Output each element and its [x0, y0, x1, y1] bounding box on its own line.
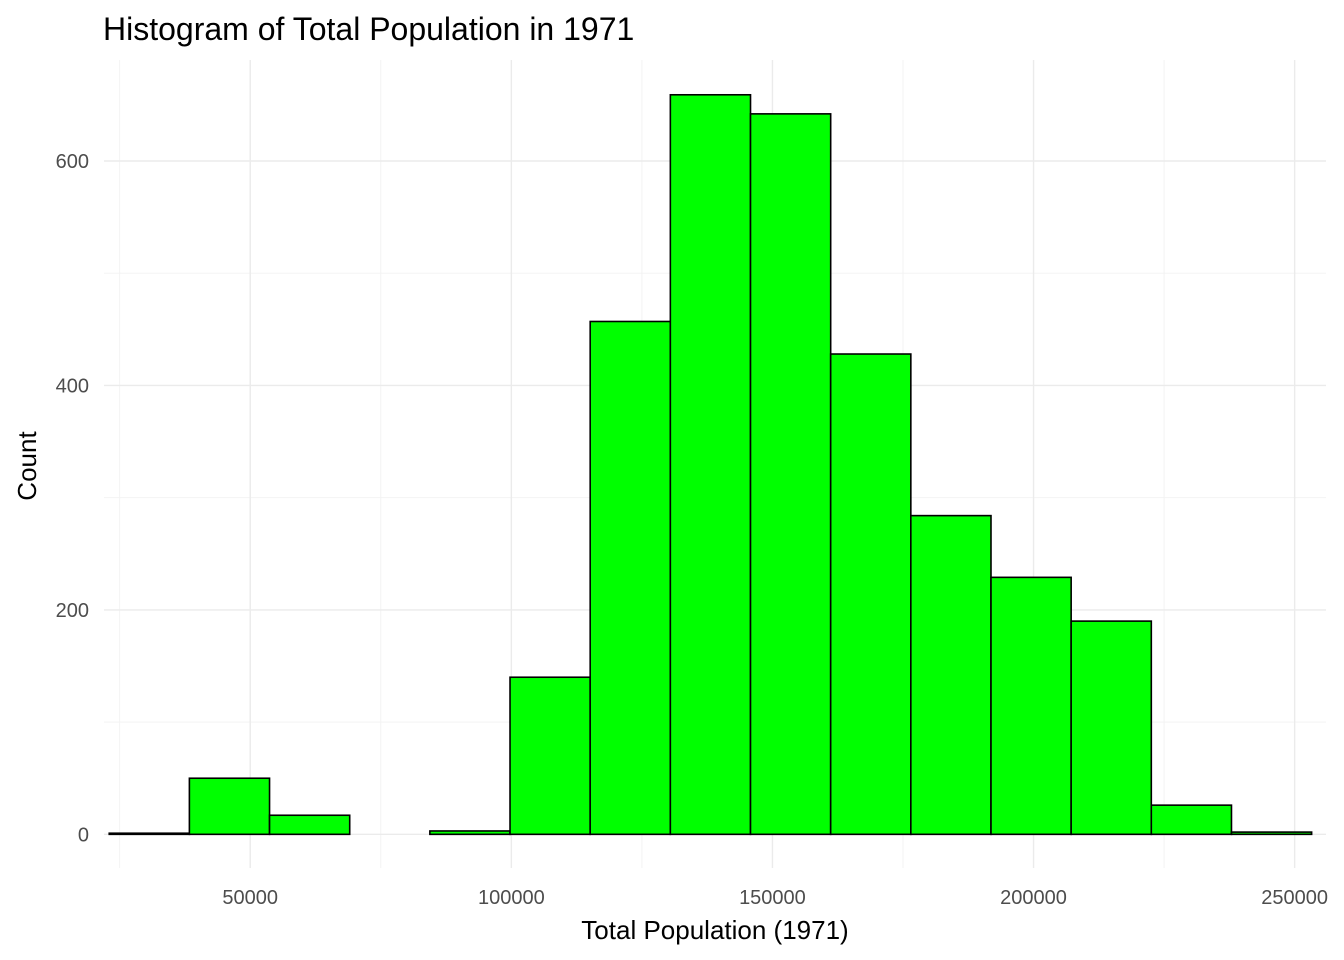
x-axis-title: Total Population (1971)	[581, 915, 848, 945]
histogram-bar	[749, 113, 832, 836]
x-tick-label: 200000	[1000, 887, 1067, 909]
histogram-bar	[108, 832, 191, 836]
y-tick-label: 600	[56, 151, 89, 173]
y-axis-ticks: 0 200 400 600	[56, 151, 89, 846]
histogram-bar	[188, 777, 271, 836]
histogram-bar	[1150, 804, 1233, 836]
bars	[108, 93, 1313, 836]
x-tick-label: 100000	[478, 887, 545, 909]
histogram-bar	[429, 830, 511, 836]
y-axis-title: Count	[12, 431, 42, 501]
x-axis-ticks: 50000 100000 150000 200000 250000	[222, 887, 1328, 909]
x-tick-label: 250000	[1261, 887, 1328, 909]
chart-title: Histogram of Total Population in 1971	[103, 11, 634, 47]
histogram-bar	[1230, 831, 1313, 836]
histogram-bar	[509, 676, 591, 836]
x-tick-label: 150000	[739, 887, 806, 909]
histogram-bar	[589, 320, 672, 836]
histogram-bar	[268, 814, 351, 836]
histogram-bar	[669, 93, 752, 836]
histogram-bar	[910, 514, 992, 836]
y-tick-label: 400	[56, 375, 89, 397]
x-tick-label: 50000	[222, 887, 278, 909]
y-tick-label: 0	[78, 824, 89, 846]
histogram-bar	[990, 576, 1072, 836]
y-tick-label: 200	[56, 600, 89, 622]
histogram-bar	[829, 353, 912, 836]
histogram-bar	[1070, 620, 1153, 836]
